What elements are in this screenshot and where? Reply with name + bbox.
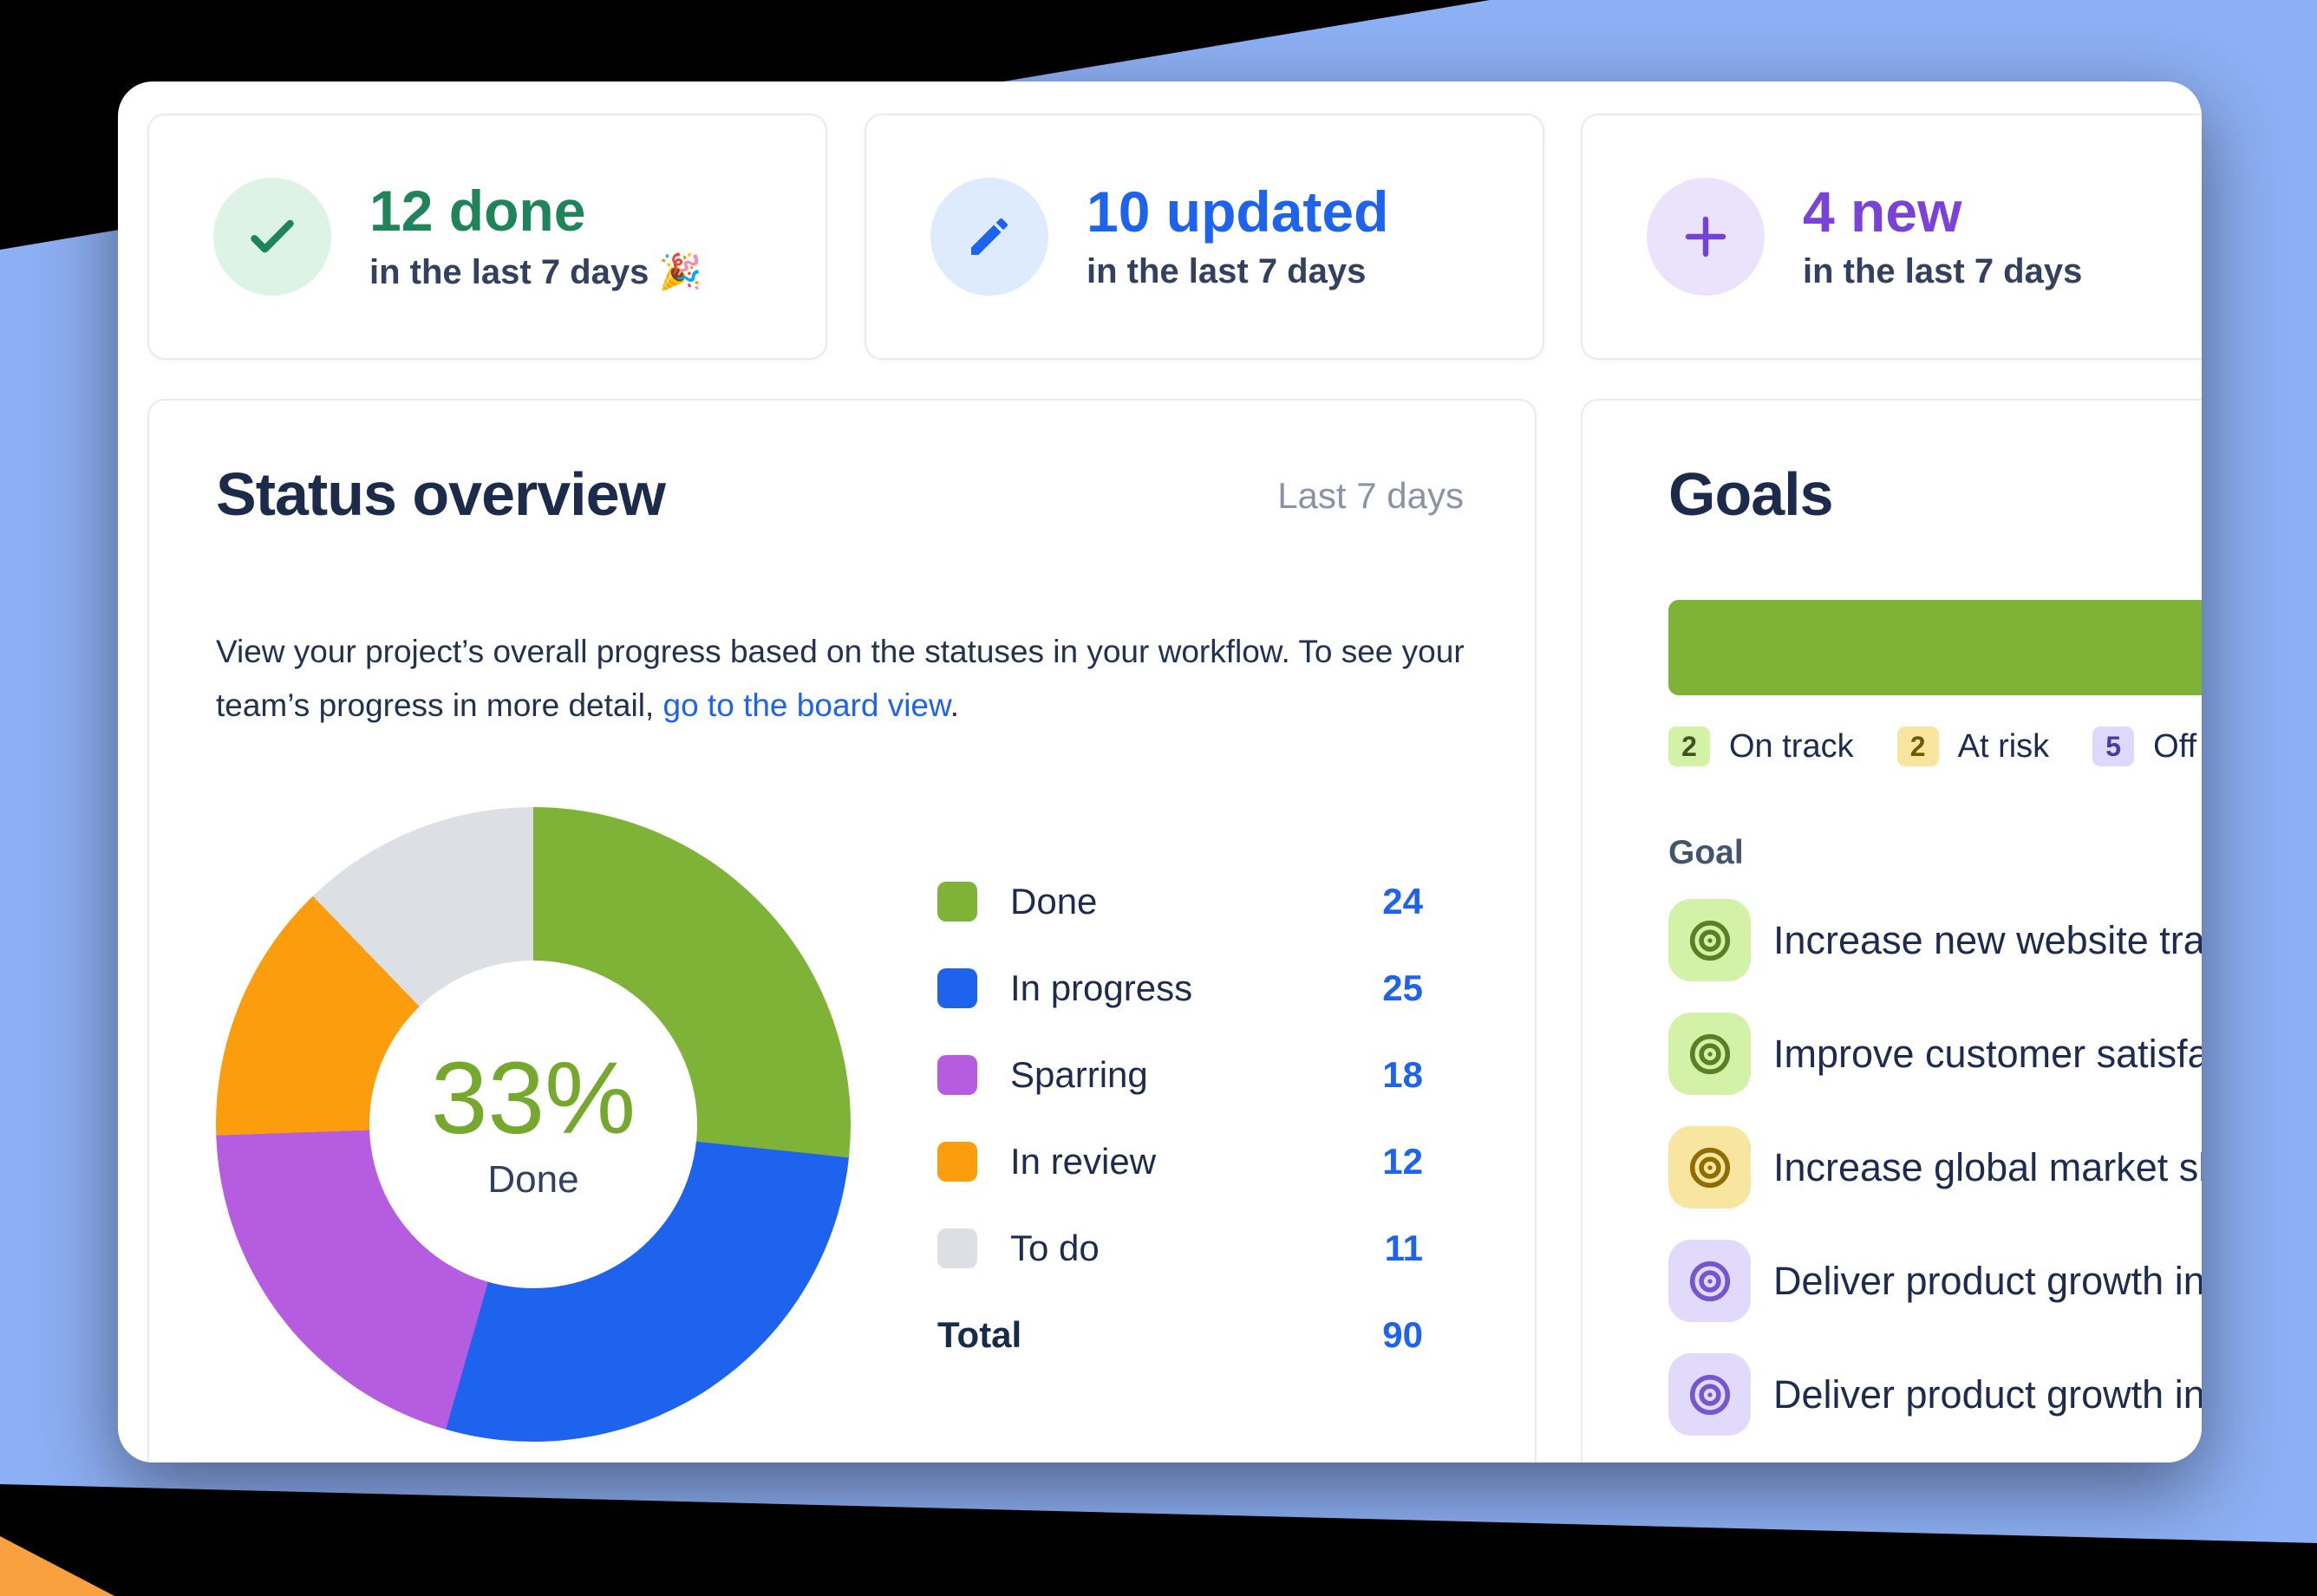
dashboard-window: 12 done in the last 7 days 🎉 10 updated … bbox=[118, 81, 2202, 1462]
target-icon bbox=[1668, 1353, 1751, 1436]
description-text-end: . bbox=[950, 687, 959, 723]
total-label: Total bbox=[937, 1314, 1022, 1355]
check-icon bbox=[213, 178, 331, 296]
stat-caption-updated: in the last 7 days bbox=[1087, 252, 1367, 291]
target-icon bbox=[1668, 899, 1751, 981]
total-value: 90 bbox=[1382, 1314, 1423, 1355]
legend-swatch bbox=[937, 1228, 977, 1268]
status-legend: Done 24 In progress 25 Sparring 18 In re… bbox=[937, 858, 1423, 1378]
legend-swatch bbox=[937, 1142, 977, 1182]
legend-value: 18 bbox=[1382, 1054, 1423, 1095]
goals-card: Goals 2 On track 2 At risk 5 Off track G… bbox=[1581, 399, 2202, 1462]
legend-row-total: Total 90 bbox=[937, 1292, 1423, 1378]
legend-swatch bbox=[937, 1055, 977, 1095]
legend-row-to-do: To do 11 bbox=[937, 1205, 1423, 1292]
legend-value: 12 bbox=[1382, 1141, 1423, 1182]
goal-row[interactable]: Increase new website traf bbox=[1668, 899, 2202, 981]
goal-row[interactable]: Deliver product growth in bbox=[1668, 1353, 2202, 1436]
legend-label: In progress bbox=[1010, 967, 1193, 1008]
status-badge-label: At risk bbox=[1957, 727, 2050, 765]
donut-percent-label: Done bbox=[487, 1158, 579, 1201]
target-icon bbox=[1668, 1126, 1751, 1208]
stat-text: 4 new in the last 7 days bbox=[1803, 179, 2083, 291]
goal-row[interactable]: Deliver product growth in bbox=[1668, 1240, 2202, 1322]
status-badge-label: On track bbox=[1729, 727, 1854, 765]
status-overview-card: Status overview Last 7 days View your pr… bbox=[147, 399, 1537, 1462]
legend-row-sparring: Sparring 18 bbox=[937, 1032, 1423, 1118]
stat-card-updated[interactable]: 10 updated in the last 7 days bbox=[865, 114, 1544, 360]
legend-label: Sparring bbox=[1010, 1054, 1148, 1095]
legend-swatch bbox=[937, 882, 977, 922]
legend-value: 25 bbox=[1382, 967, 1423, 1008]
stat-text: 12 done in the last 7 days 🎉 bbox=[369, 178, 702, 292]
legend-row-in-review: In review 12 bbox=[937, 1118, 1423, 1205]
donut-chart-wrap: 33% Done bbox=[216, 807, 851, 1442]
legend-label: In review bbox=[1010, 1141, 1157, 1182]
summary-at-risk: 2 At risk bbox=[1896, 726, 2050, 766]
corner-accent-shape bbox=[0, 1536, 114, 1596]
target-icon bbox=[1668, 1240, 1751, 1322]
stat-value-done: 12 done bbox=[369, 178, 586, 243]
description-text: View your project’s overall progress bas… bbox=[216, 634, 1465, 723]
stat-value-updated: 10 updated bbox=[1087, 179, 1389, 244]
status-overview-title: Status overview bbox=[216, 460, 666, 528]
stat-text: 10 updated in the last 7 days bbox=[1087, 179, 1389, 291]
summary-on-track: 2 On track bbox=[1668, 726, 1854, 766]
goals-title: Goals bbox=[1668, 460, 1834, 528]
legend-row-in-progress: In progress 25 bbox=[937, 945, 1423, 1032]
goal-row[interactable]: Improve customer satisfac bbox=[1668, 1013, 2202, 1095]
goal-label: Deliver product growth in bbox=[1773, 1371, 2202, 1417]
legend-value: 11 bbox=[1384, 1228, 1423, 1268]
status-overview-description: View your project’s overall progress bas… bbox=[216, 625, 1491, 733]
goals-summary: 2 On track 2 At risk 5 Off track bbox=[1668, 726, 2202, 766]
stat-caption-new: in the last 7 days bbox=[1803, 252, 2083, 291]
donut-percent: 33% bbox=[430, 1041, 636, 1156]
pencil-icon bbox=[930, 178, 1048, 296]
legend-value: 24 bbox=[1382, 881, 1423, 922]
legend-swatch bbox=[937, 968, 977, 1008]
stat-caption-done: in the last 7 days 🎉 bbox=[369, 253, 702, 292]
board-view-link[interactable]: go to the board view bbox=[662, 687, 950, 723]
goal-label: Increase new website traf bbox=[1773, 917, 2202, 962]
summary-off-track: 5 Off track bbox=[2092, 726, 2202, 766]
status-badge: 5 bbox=[2092, 726, 2135, 766]
plus-icon bbox=[1647, 178, 1765, 296]
goal-row[interactable]: Increase global market sh bbox=[1668, 1126, 2202, 1208]
goal-label: Increase global market sh bbox=[1773, 1144, 2202, 1189]
goal-column-header: Goal bbox=[1668, 834, 1744, 871]
status-badge-label: Off track bbox=[2153, 727, 2202, 765]
stat-card-new[interactable]: 4 new in the last 7 days bbox=[1581, 114, 2202, 360]
goal-list: Increase new website traf Improve custom… bbox=[1668, 899, 2202, 1436]
status-badge: 2 bbox=[1896, 726, 1939, 766]
stat-value-new: 4 new bbox=[1803, 179, 1962, 244]
goals-progress-bar[interactable] bbox=[1668, 600, 2202, 695]
period-label: Last 7 days bbox=[1277, 475, 1464, 516]
goal-label: Deliver product growth in bbox=[1773, 1258, 2202, 1303]
legend-row-done: Done 24 bbox=[937, 858, 1423, 945]
target-icon bbox=[1668, 1013, 1751, 1095]
stat-card-done[interactable]: 12 done in the last 7 days 🎉 bbox=[147, 114, 827, 360]
legend-label: Done bbox=[1010, 881, 1098, 922]
donut-center: 33% Done bbox=[369, 961, 697, 1288]
status-badge: 2 bbox=[1668, 726, 1710, 766]
legend-label: To do bbox=[1010, 1228, 1100, 1268]
goal-label: Improve customer satisfac bbox=[1773, 1031, 2202, 1076]
